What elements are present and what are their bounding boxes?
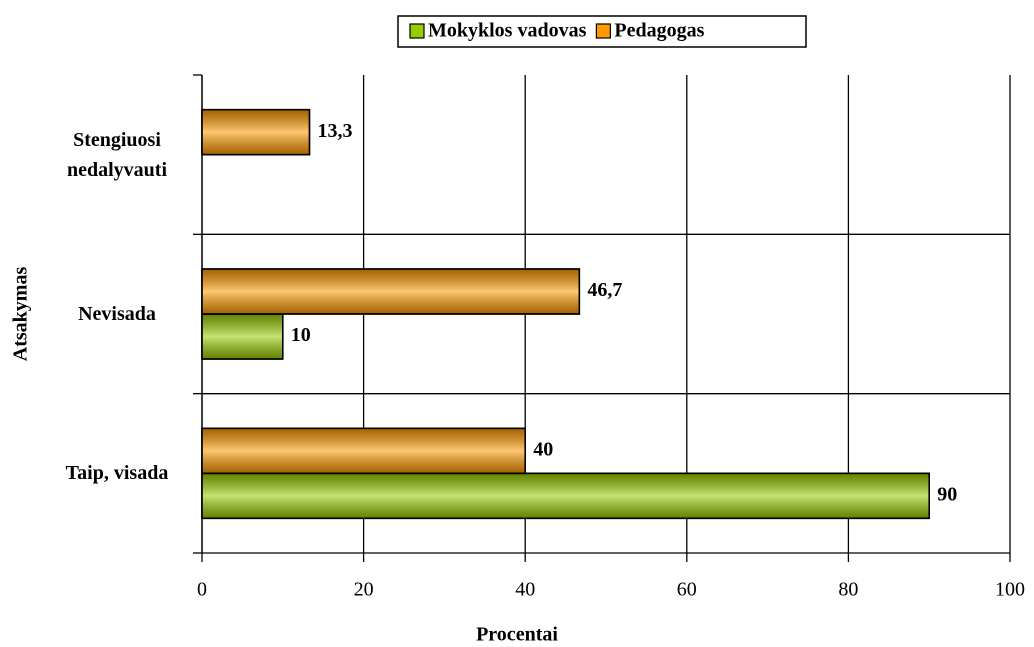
legend-swatch: [409, 23, 425, 39]
legend-swatch: [595, 23, 611, 39]
x-tick-label: 60: [677, 579, 697, 601]
x-tick-label: 100: [995, 579, 1025, 601]
bar-shine: [201, 472, 930, 520]
legend-label: Pedagogas: [614, 20, 704, 42]
y-tick-label: Nevisada: [78, 303, 156, 325]
x-tick-label: 80: [838, 579, 858, 601]
bar-shine: [201, 427, 526, 475]
x-tick-label: 20: [354, 579, 374, 601]
legend-label: Mokyklos vadovas: [428, 20, 587, 42]
bar-shine: [201, 313, 284, 360]
data-label: 90: [937, 483, 957, 505]
data-label: 46,7: [587, 279, 622, 301]
y-tick-label: Stengiuosi nedalyvauti: [66, 128, 168, 181]
y-axis-title: Atsakymas: [10, 267, 32, 362]
x-tick-label: 40: [515, 579, 535, 601]
y-tick-label: Taip, visada: [65, 462, 169, 485]
bar-shine: [201, 268, 581, 315]
data-label: 40: [533, 438, 553, 460]
x-axis-title: Procentai: [476, 624, 558, 646]
x-tick-label: 0: [197, 579, 207, 601]
data-label: 10: [291, 324, 311, 346]
bar-shine: [201, 108, 311, 156]
data-label: 13,3: [317, 120, 352, 142]
